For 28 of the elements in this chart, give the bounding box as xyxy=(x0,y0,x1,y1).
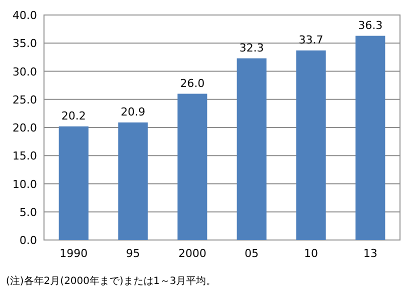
x-tick-label: 2000 xyxy=(178,247,206,260)
bar xyxy=(58,126,88,240)
y-tick-label: 10.0 xyxy=(12,178,37,191)
y-tick-label: 5.0 xyxy=(20,206,37,219)
x-tick-label: 13 xyxy=(363,247,378,260)
bar xyxy=(236,58,266,240)
data-label: 20.2 xyxy=(61,109,86,122)
bar xyxy=(296,50,326,240)
y-tick-label: 40.0 xyxy=(12,9,37,22)
y-tick-label: 35.0 xyxy=(12,37,37,50)
y-tick-label: 25.0 xyxy=(12,93,37,106)
x-tick-label: 10 xyxy=(304,247,318,260)
x-tick-label: 05 xyxy=(244,247,259,260)
y-tick-label: 20.0 xyxy=(12,122,37,134)
y-tick-label: 15.0 xyxy=(12,150,37,163)
data-label: 26.0 xyxy=(180,76,205,90)
data-label: 20.9 xyxy=(120,105,146,118)
x-tick-label: 1990 xyxy=(60,247,88,260)
data-label: 33.7 xyxy=(298,33,324,46)
data-label: 36.3 xyxy=(358,18,383,32)
bar xyxy=(178,94,208,240)
data-label: 32.3 xyxy=(239,41,264,54)
y-tick-label: 0.0 xyxy=(20,234,37,247)
x-tick-label: 95 xyxy=(126,247,140,260)
y-tick-label: 30.0 xyxy=(12,65,37,78)
text: (注)各年2月(2000年まで)または1～3月平均。 xyxy=(6,275,216,287)
bar xyxy=(118,122,148,240)
bar xyxy=(356,36,386,240)
